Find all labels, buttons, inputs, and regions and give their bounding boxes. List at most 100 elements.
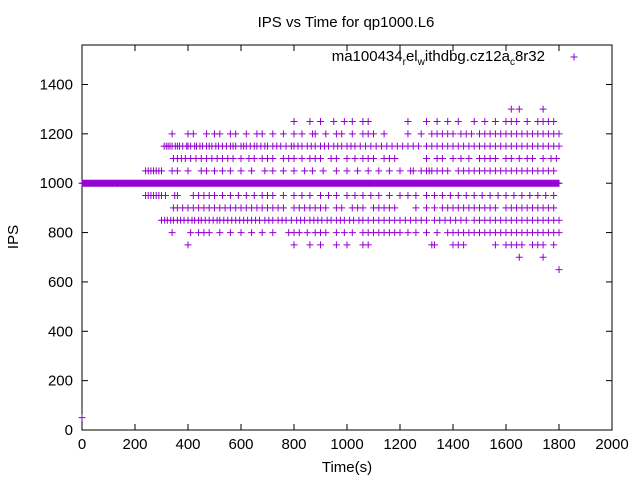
- data-point: [539, 253, 547, 261]
- data-point: [491, 155, 499, 163]
- data-point: [446, 192, 454, 200]
- x-tick-label: 2000: [595, 436, 628, 453]
- data-point: [317, 155, 324, 163]
- data-point: [322, 229, 330, 237]
- data-point: [290, 130, 298, 138]
- y-tick-label: 1200: [40, 126, 73, 143]
- data-point: [338, 130, 346, 138]
- data-point: [367, 192, 375, 200]
- data-point: [385, 167, 393, 175]
- data-point: [168, 229, 176, 237]
- axes: 0 200 400 600 800 1000 1200 1400 1600 1800 2000 0 20…: [40, 44, 629, 453]
- data-point: [184, 241, 192, 249]
- data-point: [309, 167, 317, 175]
- data-point: [279, 130, 287, 138]
- data-point: [415, 142, 423, 150]
- y-tick-label: 200: [48, 373, 73, 390]
- data-point: [279, 192, 287, 200]
- data-point: [317, 192, 324, 200]
- data-point: [279, 204, 287, 212]
- data-point: [218, 192, 226, 200]
- data-point: [158, 167, 165, 175]
- data-point: [370, 155, 377, 163]
- data-point: [470, 118, 478, 126]
- data-point: [518, 192, 526, 200]
- data-points: [78, 105, 563, 422]
- data-point: [351, 192, 359, 200]
- data-point: [351, 155, 359, 163]
- data-point: [550, 118, 558, 126]
- data-point: [330, 118, 338, 126]
- data-point: [317, 241, 324, 249]
- data-point: [324, 192, 332, 200]
- x-tick-label: 0: [78, 436, 86, 453]
- data-point: [491, 204, 499, 212]
- data-point: [364, 241, 372, 249]
- data-point: [380, 130, 388, 138]
- data-point: [269, 192, 277, 200]
- y-tick-label: 1000: [40, 175, 73, 192]
- data-point: [211, 192, 218, 200]
- x-axis-label: Time(s): [322, 459, 372, 476]
- data-point: [396, 167, 404, 175]
- x-tick-label: 1600: [489, 436, 522, 453]
- data-point: [298, 155, 306, 163]
- data-point: [348, 130, 356, 138]
- data-point: [539, 105, 547, 113]
- legend-text-part: el: [406, 48, 418, 65]
- data-point: [412, 192, 420, 200]
- x-tick-label: 1000: [330, 436, 363, 453]
- data-point: [438, 192, 446, 200]
- data-point: [529, 155, 536, 163]
- y-tick-label: 600: [48, 274, 73, 291]
- data-point: [343, 192, 351, 200]
- data-point: [417, 130, 425, 138]
- data-point: [404, 192, 412, 200]
- data-point: [298, 192, 306, 200]
- data-point: [338, 204, 346, 212]
- data-point: [465, 155, 473, 163]
- data-point: [343, 155, 351, 163]
- data-point: [250, 192, 258, 200]
- data-point: [332, 241, 340, 249]
- data-point: [423, 216, 430, 224]
- data-point: [385, 192, 393, 200]
- data-point: [462, 192, 470, 200]
- data-point: [354, 167, 362, 175]
- data-point: [250, 155, 258, 163]
- data-point: [290, 192, 298, 200]
- data-point: [269, 167, 277, 175]
- y-tick-label: 400: [48, 323, 73, 340]
- data-point: [481, 118, 489, 126]
- data-point: [322, 204, 330, 212]
- data-point: [290, 241, 298, 249]
- data-point: [279, 167, 287, 175]
- data-point: [226, 192, 234, 200]
- data-point: [237, 167, 245, 175]
- data-point: [391, 204, 399, 212]
- data-point: [306, 118, 314, 126]
- data-point: [237, 155, 245, 163]
- data-point: [348, 229, 356, 237]
- data-point: [423, 192, 430, 200]
- data-point: [187, 229, 195, 237]
- data-point: [491, 241, 499, 249]
- data-point: [332, 192, 340, 200]
- data-point: [306, 192, 314, 200]
- data-point: [317, 118, 324, 126]
- data-point: [486, 192, 494, 200]
- data-point: [526, 192, 534, 200]
- data-point: [542, 192, 550, 200]
- data-point: [550, 167, 558, 175]
- data-point: [433, 229, 441, 237]
- x-tick-label: 1400: [436, 436, 469, 453]
- legend-subscript: w: [417, 57, 426, 68]
- data-point: [242, 130, 250, 138]
- data-point: [423, 118, 430, 126]
- legend-subscript: c: [510, 57, 515, 68]
- data-point: [539, 241, 547, 249]
- data-point: [78, 414, 86, 422]
- data-point: [478, 192, 486, 200]
- data-point: [550, 204, 558, 212]
